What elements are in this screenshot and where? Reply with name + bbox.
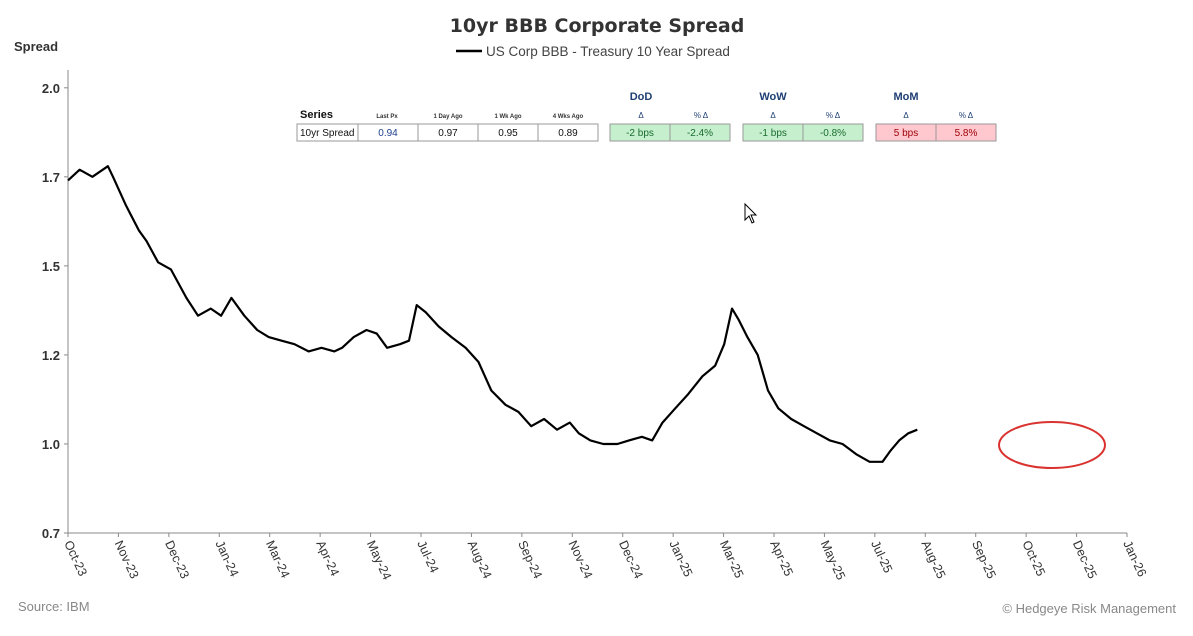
wow-header: WoW bbox=[759, 91, 787, 103]
wow-pct-label: % Δ bbox=[826, 111, 841, 120]
x-tick-label: Nov-23 bbox=[112, 538, 142, 580]
highlight-ellipse bbox=[998, 421, 1106, 469]
dod-delta-label: Δ bbox=[638, 111, 644, 120]
y-tick-label: 1.7 bbox=[42, 170, 60, 185]
x-tick-label: Oct-25 bbox=[1019, 538, 1048, 578]
mom-delta: 5 bps bbox=[894, 128, 918, 139]
table-4wks-ago: 0.89 bbox=[558, 128, 578, 139]
wow-delta-label: Δ bbox=[770, 111, 776, 120]
mom-delta-label: Δ bbox=[903, 111, 909, 120]
table-day-ago: 0.97 bbox=[438, 128, 458, 139]
x-tick-label: Sep-24 bbox=[515, 538, 545, 580]
x-tick-label: Jan-24 bbox=[213, 538, 242, 579]
y-tick-label: 1.5 bbox=[42, 259, 60, 274]
table-header-last-px: Last Px bbox=[376, 114, 398, 120]
y-ticks: 0.7 1.0 1.2 1.5 1.7 2.0 bbox=[42, 81, 68, 541]
x-tick-label: Dec-24 bbox=[616, 538, 646, 580]
table-header-series: Series bbox=[300, 109, 333, 121]
credit-label: © Hedgeye Risk Management bbox=[1002, 601, 1176, 616]
table-row-border bbox=[296, 123, 599, 142]
y-tick-label: 2.0 bbox=[42, 81, 60, 96]
y-tick-label: 0.7 bbox=[42, 526, 60, 541]
legend-label: US Corp BBB - Treasury 10 Year Spread bbox=[486, 44, 730, 59]
table-wk-ago: 0.95 bbox=[498, 128, 518, 139]
wow-group: WoW Δ % Δ -1 bps -0.8% bbox=[742, 91, 864, 142]
x-tick-label: Sep-25 bbox=[969, 538, 999, 580]
x-tick-label: Aug-25 bbox=[919, 538, 949, 580]
dod-header: DoD bbox=[630, 91, 653, 103]
y-tick-label: 1.0 bbox=[42, 437, 60, 452]
mouse-cursor-icon bbox=[744, 202, 758, 224]
x-tick-label: Jan-25 bbox=[666, 538, 695, 579]
table-header-4wks-ago: 4 Wks Ago bbox=[553, 114, 584, 120]
mom-header: MoM bbox=[893, 91, 918, 103]
dod-group: DoD Δ % Δ -2 bps -2.4% bbox=[609, 91, 731, 142]
mom-pct-cell bbox=[935, 123, 997, 142]
table-header-wk-ago: 1 Wk Ago bbox=[494, 114, 521, 120]
x-tick-label: Nov-24 bbox=[566, 538, 596, 580]
source-label: Source: IBM bbox=[18, 599, 90, 614]
wow-pct-cell bbox=[802, 123, 864, 142]
x-tick-label: Jul-24 bbox=[414, 538, 441, 575]
y-tick-label: 1.2 bbox=[42, 348, 60, 363]
table-row-name: 10yr Spread bbox=[300, 128, 354, 139]
x-tick-label: Mar-24 bbox=[263, 538, 292, 580]
x-tick-label: Jul-25 bbox=[868, 538, 895, 575]
table-header-day-ago: 1 Day Ago bbox=[433, 114, 462, 120]
x-tick-label: Aug-24 bbox=[465, 538, 495, 580]
y-axis-title: Spread bbox=[14, 39, 58, 54]
x-tick-label: Dec-23 bbox=[162, 538, 192, 580]
mom-pct-label: % Δ bbox=[959, 111, 974, 120]
mom-pct: 5.8% bbox=[955, 128, 978, 139]
x-tick-label: Dec-25 bbox=[1070, 538, 1100, 580]
wow-pct: -0.8% bbox=[820, 128, 846, 139]
x-tick-label: Oct-23 bbox=[61, 538, 90, 578]
mom-group: MoM Δ % Δ 5 bps 5.8% bbox=[875, 91, 997, 142]
dod-pct-label: % Δ bbox=[694, 111, 709, 120]
table-last-px: 0.94 bbox=[378, 128, 398, 139]
series-line bbox=[67, 165, 918, 463]
x-tick-label: May-24 bbox=[364, 538, 394, 582]
dod-delta: -2 bps bbox=[626, 128, 654, 139]
x-tick-label: Mar-25 bbox=[717, 538, 746, 580]
summary-table: Series Last Px 1 Day Ago 1 Wk Ago 4 Wks … bbox=[296, 91, 997, 142]
x-ticks: Oct-23 Nov-23 Dec-23 Jan-24 Mar-24 Apr-24 May-… bbox=[61, 533, 1149, 582]
dod-pct-cell bbox=[669, 123, 731, 142]
x-tick-label: Apr-24 bbox=[313, 538, 342, 578]
x-tick-label: May-25 bbox=[818, 538, 848, 582]
dod-pct: -2.4% bbox=[687, 128, 713, 139]
wow-delta: -1 bps bbox=[759, 128, 787, 139]
x-tick-label: Apr-25 bbox=[767, 538, 796, 578]
x-tick-label: Jan-26 bbox=[1120, 538, 1149, 579]
chart-title: 10yr BBB Corporate Spread bbox=[450, 15, 745, 37]
